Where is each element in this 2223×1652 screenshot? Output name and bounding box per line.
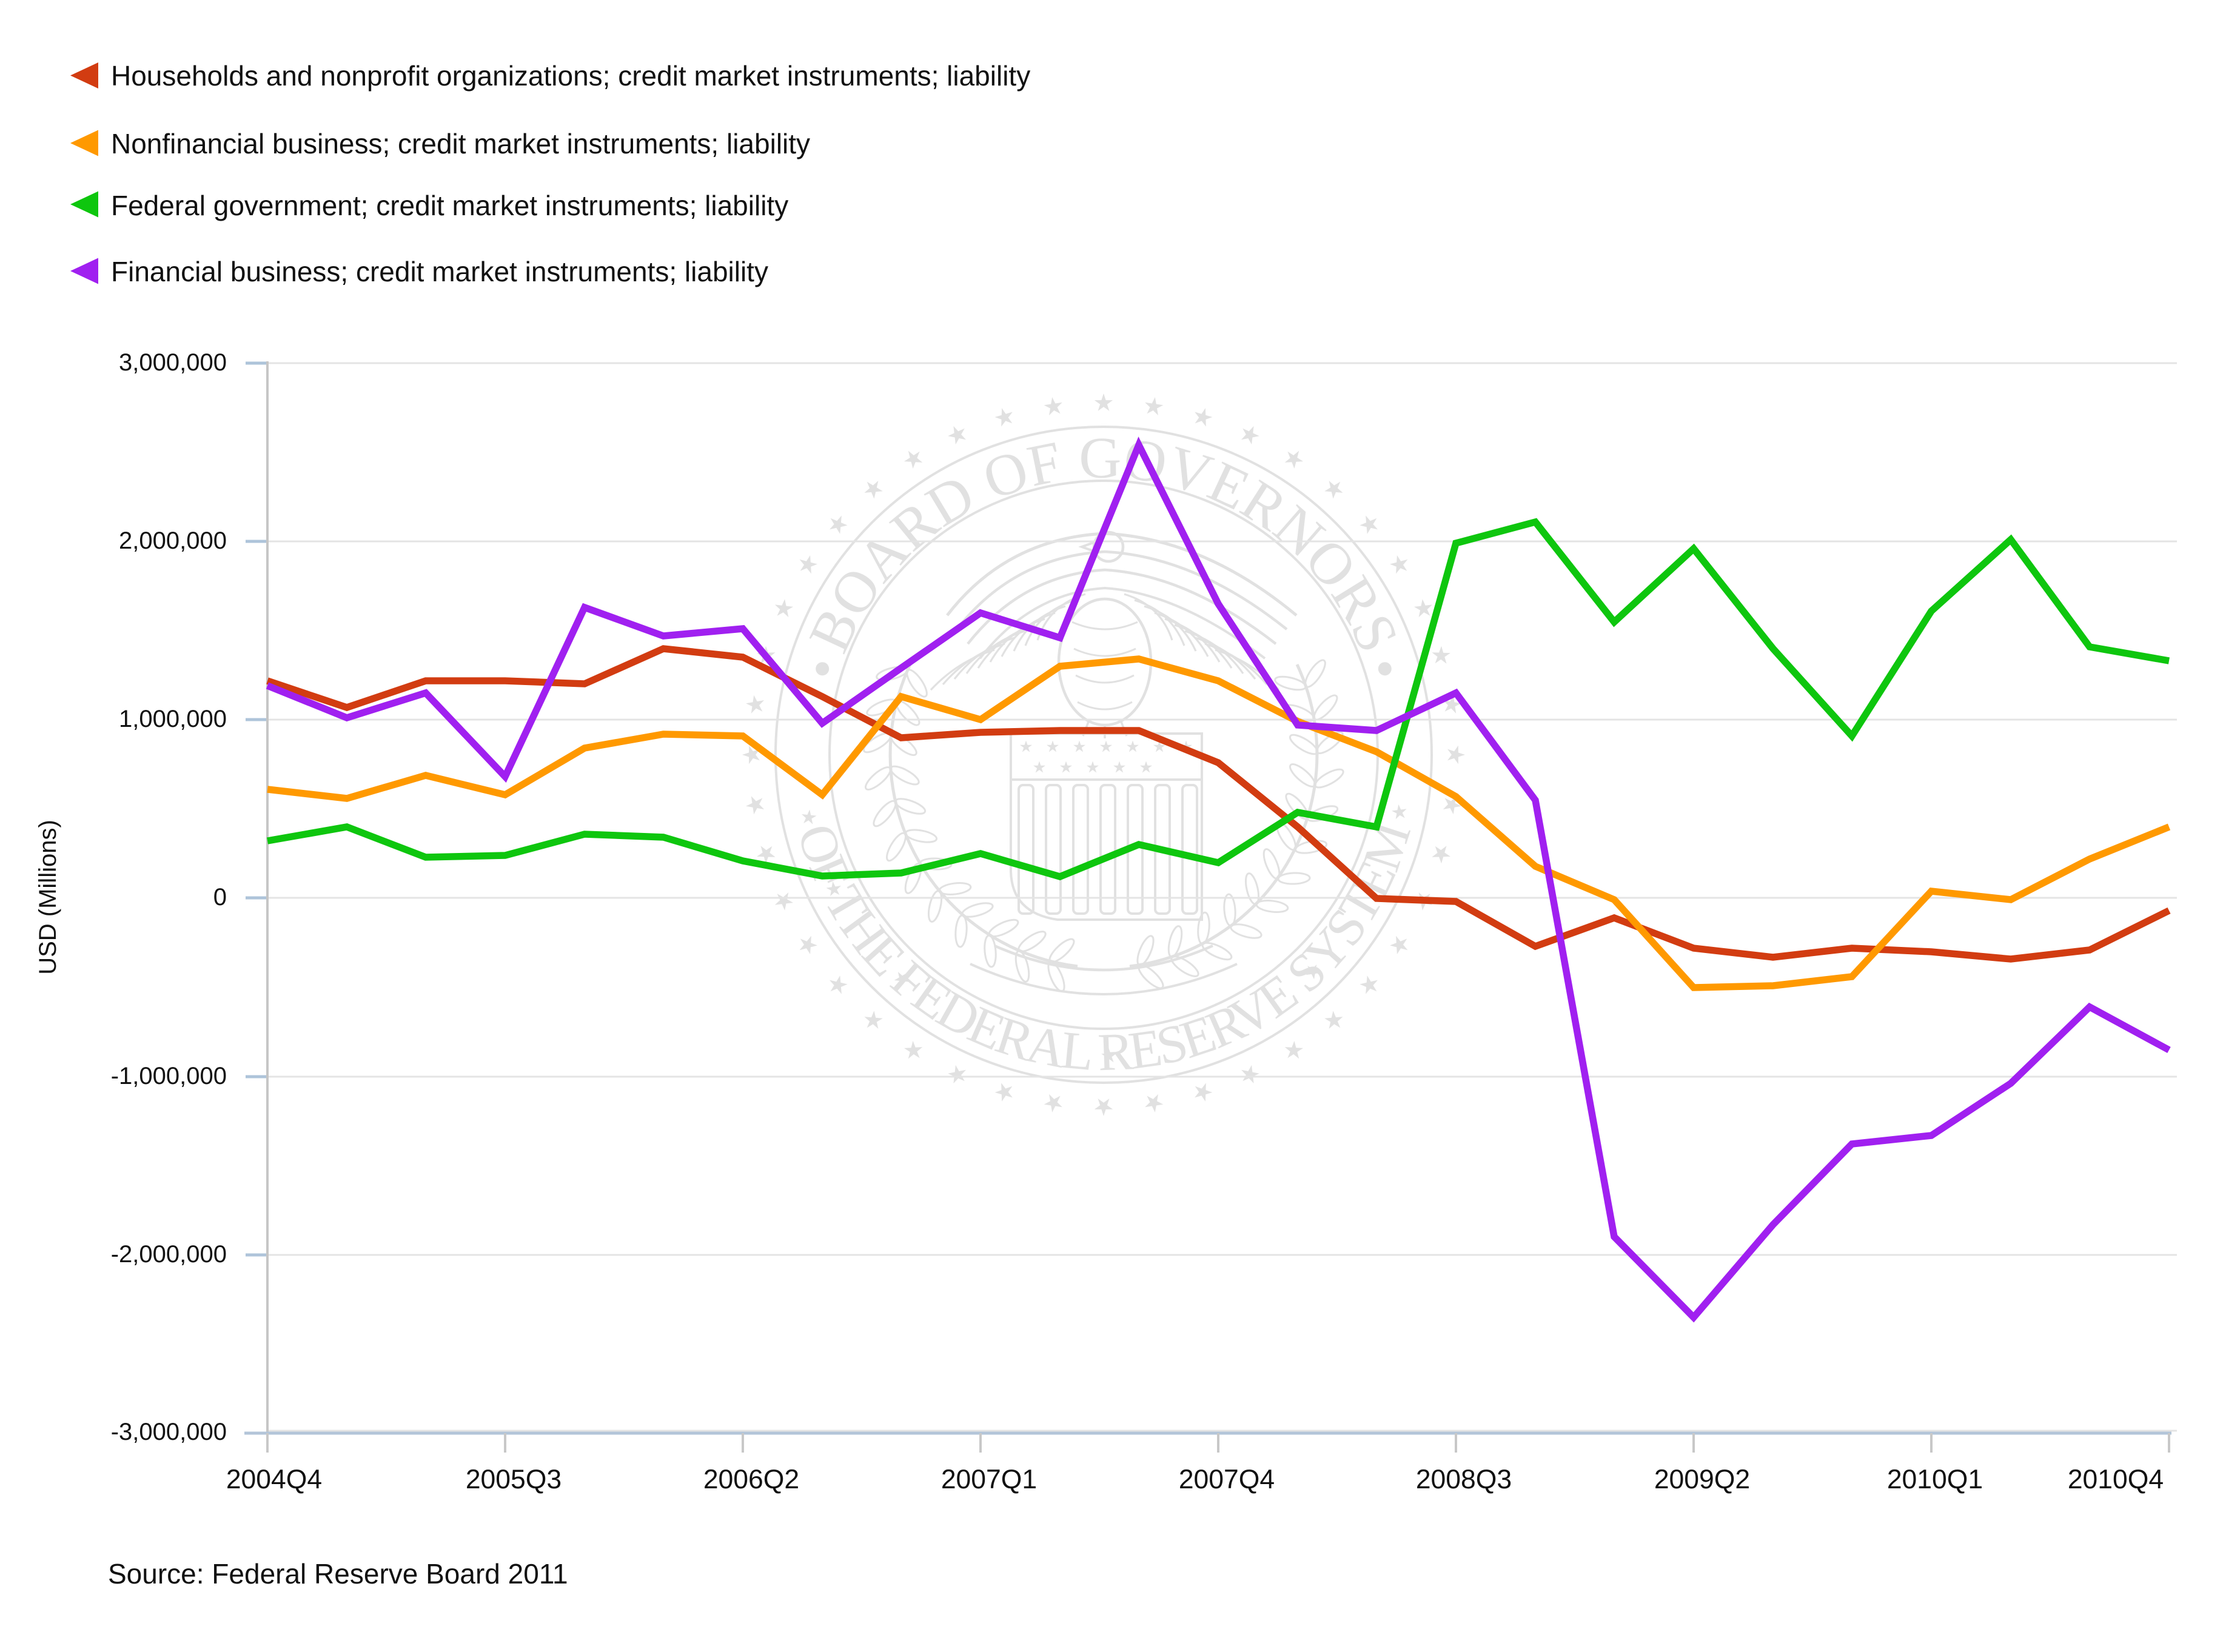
svg-text:Nonfinancial business; credit: Nonfinancial business; credit market ins…	[111, 128, 810, 159]
svg-text:0: 0	[213, 884, 227, 911]
svg-text:-2,000,000: -2,000,000	[111, 1241, 227, 1268]
svg-text:2007Q4: 2007Q4	[1179, 1465, 1275, 1494]
svg-text:-3,000,000: -3,000,000	[111, 1419, 227, 1445]
svg-text:2009Q2: 2009Q2	[1654, 1465, 1750, 1494]
svg-text:2007Q1: 2007Q1	[941, 1465, 1037, 1494]
svg-text:3,000,000: 3,000,000	[119, 349, 227, 376]
svg-text:2005Q3: 2005Q3	[466, 1465, 562, 1494]
svg-text:2010Q4: 2010Q4	[2068, 1465, 2164, 1494]
svg-text:USD (Millions): USD (Millions)	[35, 820, 61, 975]
svg-text:2010Q1: 2010Q1	[1887, 1465, 1983, 1494]
svg-text:2006Q2: 2006Q2	[703, 1465, 799, 1494]
svg-text:2008Q3: 2008Q3	[1416, 1465, 1512, 1494]
svg-text:Federal government; credit mar: Federal government; credit market instru…	[111, 190, 788, 221]
svg-text:2004Q4: 2004Q4	[226, 1465, 322, 1494]
svg-text:Financial business; credit mar: Financial business; credit market instru…	[111, 256, 768, 287]
svg-text:Source: Federal Reserve Board: Source: Federal Reserve Board 2011	[108, 1558, 568, 1590]
svg-text:Households and nonprofit organ: Households and nonprofit organizations; …	[111, 60, 1030, 92]
svg-text:1,000,000: 1,000,000	[119, 706, 227, 732]
svg-text:-1,000,000: -1,000,000	[111, 1063, 227, 1089]
svg-text:2,000,000: 2,000,000	[119, 527, 227, 554]
